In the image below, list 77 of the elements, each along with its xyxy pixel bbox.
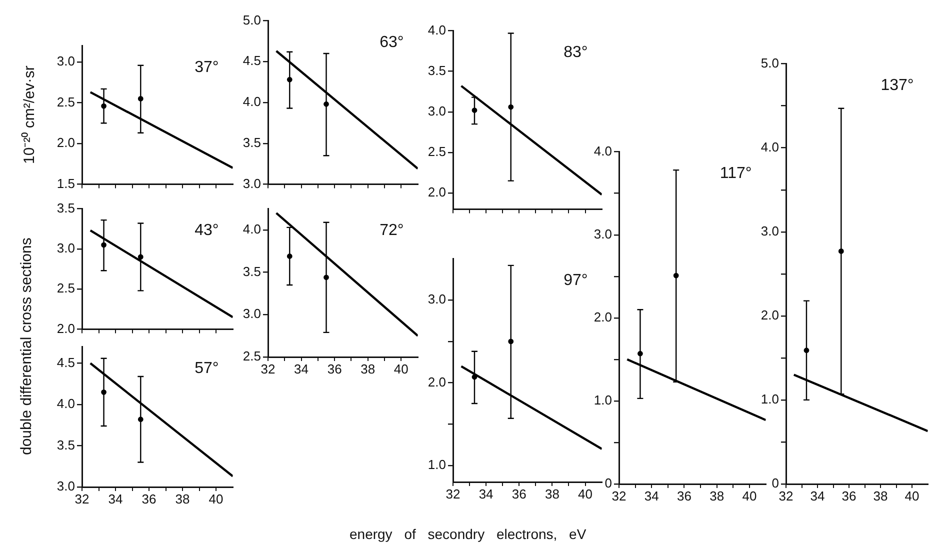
x-tick-label: 38	[175, 491, 190, 506]
y-tick-label: 2.0	[428, 184, 446, 200]
x-tick-label: 38	[544, 486, 560, 502]
x-tick-label: 34	[478, 486, 494, 502]
x-tick-label: 34	[644, 488, 659, 504]
y-tick-label: 3.0	[242, 176, 261, 191]
y-axis-title: double differential cross sections	[18, 237, 35, 454]
x-tick-label: 32	[260, 361, 276, 376]
y-tick-label: 4.0	[242, 222, 261, 237]
x-tick-label: 34	[810, 488, 825, 504]
x-tick-label: 34	[108, 491, 123, 506]
annotation: 57°	[194, 360, 219, 378]
y-tick-label: 5.0	[242, 12, 261, 28]
annotation: 63°	[380, 34, 404, 52]
annotation: 37°	[194, 59, 219, 76]
y-tick-label: 3.5	[56, 200, 75, 216]
y-tick-label: 2.0	[760, 308, 779, 322]
x-tick-label: 34	[294, 361, 309, 376]
y-tick-label: 1.0	[594, 392, 612, 408]
y-tick-label: 3.5	[428, 62, 446, 78]
annotation: 72°	[380, 222, 404, 240]
annotation: 97°	[564, 272, 588, 290]
y-tick-label: 2.0	[56, 135, 75, 150]
y-tick-label: 0	[604, 476, 612, 491]
y-tick-label: 4.0	[242, 94, 261, 110]
y-tick-label: 3.5	[242, 134, 261, 150]
y-tick-label: 2.0	[428, 374, 446, 390]
y-tick-label: 3.5	[56, 437, 75, 452]
y-tick-label: 4.0	[56, 396, 75, 412]
x-axis-title: energy of secondry electrons, eV	[350, 526, 586, 542]
y-tick-label: 3.0	[594, 226, 612, 242]
y-tick-label: 2.5	[428, 144, 446, 160]
y-tick-label: 1.5	[56, 176, 75, 191]
x-tick-label: 36	[142, 491, 156, 506]
annotation: 137°	[880, 77, 914, 94]
y-tick-label: 2.5	[56, 94, 75, 110]
x-tick-label: 32	[446, 486, 460, 502]
y-tick-label: 3.0	[428, 292, 446, 307]
y-tick-label: 1.0	[760, 392, 779, 407]
y-tick-label: 3.0	[242, 306, 261, 322]
x-tick-label: 40	[742, 488, 757, 504]
x-tick-label: 32	[612, 488, 626, 504]
y-tick-label: 4.0	[760, 139, 779, 154]
annotation: 117°	[720, 165, 752, 182]
x-tick-label: 36	[842, 488, 856, 504]
y-tick-label: 4.0	[428, 22, 446, 38]
x-tick-label: 32	[74, 491, 90, 506]
annotation: 43°	[194, 222, 219, 240]
y-tick-label: 3.0	[760, 223, 779, 238]
y-tick-label: 2.5	[242, 348, 261, 364]
x-tick-label: 38	[873, 488, 888, 504]
x-tick-label: 36	[327, 361, 342, 376]
y-tick-label: 3.0	[56, 240, 75, 256]
y-tick-label: 4.0	[594, 143, 612, 158]
y-axis-title: 10⁻²⁰ cm²/ev·sr	[20, 66, 38, 164]
y-tick-label: 2.0	[56, 320, 75, 336]
y-tick-label: 0	[772, 476, 779, 491]
x-tick-label: 36	[677, 488, 692, 504]
y-tick-label: 5.0	[760, 55, 779, 70]
y-tick-label: 3.5	[242, 264, 261, 279]
x-tick-label: 36	[512, 486, 526, 502]
x-tick-label: 40	[208, 491, 224, 506]
y-tick-label: 2.0	[594, 309, 612, 324]
y-tick-label: 1.0	[428, 457, 446, 472]
y-tick-label: 4.5	[242, 53, 261, 68]
x-tick-label: 32	[778, 488, 794, 504]
annotation: 83°	[564, 44, 588, 62]
x-tick-label: 40	[904, 488, 920, 504]
x-tick-label: 40	[578, 486, 592, 502]
y-tick-label: 2.5	[56, 280, 75, 296]
y-tick-label: 3.0	[428, 103, 446, 118]
x-tick-label: 38	[710, 488, 724, 504]
x-tick-label: 40	[394, 361, 408, 376]
x-tick-label: 38	[360, 361, 376, 376]
y-tick-label: 3.0	[56, 54, 75, 69]
y-tick-label: 3.0	[56, 478, 75, 494]
y-tick-label: 4.5	[56, 354, 75, 370]
